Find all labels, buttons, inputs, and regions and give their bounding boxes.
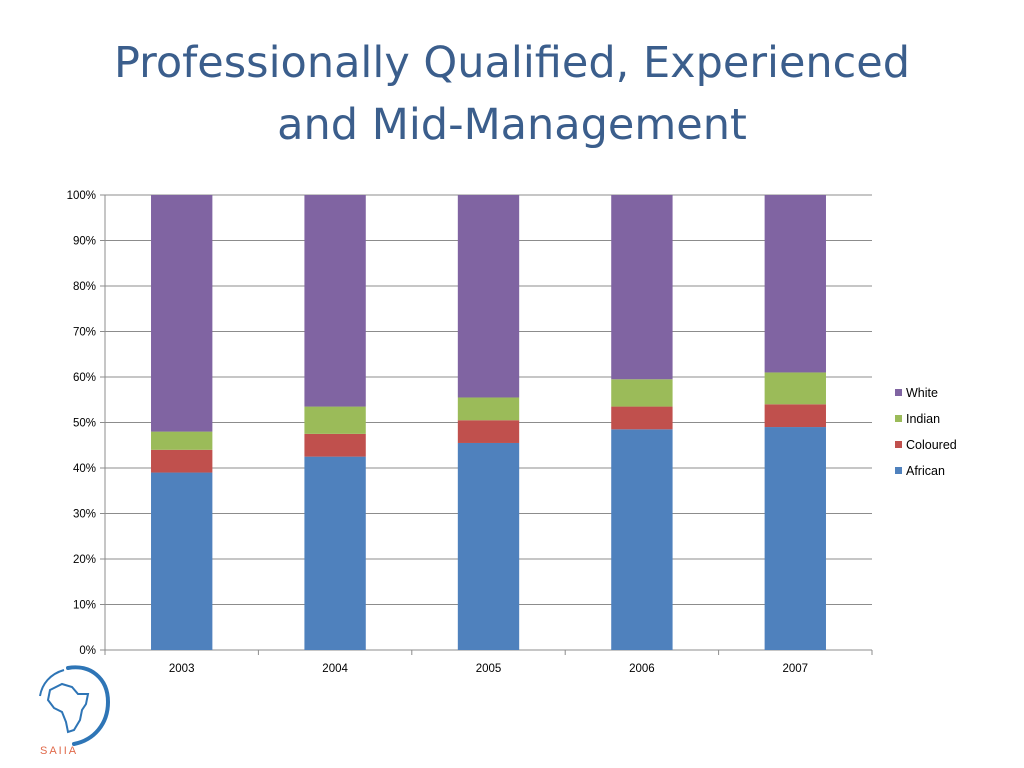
bar-segment-coloured-2006 — [611, 406, 673, 430]
bar-segment-white-2005 — [457, 195, 520, 398]
bar-segment-white-2006 — [611, 195, 673, 380]
bar-segment-indian-2006 — [611, 379, 673, 407]
legend-swatch-coloured — [895, 441, 902, 448]
page-title: Professionally Qualified, Experienced an… — [40, 32, 984, 156]
bar-segment-indian-2005 — [457, 397, 520, 421]
x-tick-label: 2004 — [322, 663, 348, 675]
bar-segment-african-2005 — [457, 442, 520, 650]
logo-text: SAIIA — [40, 745, 78, 757]
bar-segment-white-2007 — [764, 195, 826, 373]
y-tick-label: 0% — [79, 645, 96, 657]
legend-label-african: African — [906, 464, 945, 478]
bar-segment-coloured-2007 — [764, 404, 826, 428]
x-tick-label: 2007 — [783, 663, 809, 675]
y-tick-label: 90% — [73, 236, 96, 248]
y-tick-label: 30% — [73, 509, 96, 521]
x-tick-label: 2006 — [629, 663, 655, 675]
bar-segment-african-2007 — [764, 427, 826, 650]
legend-swatch-indian — [895, 415, 902, 422]
legend-label-indian: Indian — [906, 412, 940, 426]
bar-segment-white-2004 — [304, 195, 366, 407]
y-tick-label: 50% — [73, 418, 96, 430]
legend-label-white: White — [906, 386, 938, 400]
title-line-1: Professionally Qualified, Experienced — [113, 38, 911, 88]
saiia-logo: SAIIA — [39, 665, 111, 757]
title-line-2: and Mid-Management — [277, 100, 747, 150]
y-tick-label: 10% — [73, 600, 96, 612]
y-tick-label: 80% — [73, 281, 96, 293]
y-tick-label: 40% — [73, 463, 96, 475]
legend-swatch-african — [895, 467, 902, 474]
y-tick-label: 60% — [73, 372, 96, 384]
x-tick-label: 2005 — [476, 663, 502, 675]
bar-segment-coloured-2003 — [151, 449, 213, 473]
bar-segment-coloured-2005 — [457, 420, 520, 443]
bar-segment-white-2003 — [151, 195, 213, 432]
bar-segment-african-2006 — [611, 429, 673, 650]
y-tick-label: 100% — [67, 190, 96, 202]
legend-label-coloured: Coloured — [906, 438, 957, 452]
bar-segment-indian-2004 — [304, 406, 366, 434]
bar-segment-african-2003 — [151, 472, 213, 650]
bar-segment-indian-2003 — [151, 431, 213, 450]
bar-segment-coloured-2004 — [304, 433, 366, 457]
bar-segment-indian-2007 — [764, 372, 826, 405]
y-tick-label: 20% — [73, 554, 96, 566]
y-tick-label: 70% — [73, 327, 96, 339]
x-tick-label: 2003 — [169, 663, 195, 675]
legend-swatch-white — [895, 389, 902, 396]
bar-segment-african-2004 — [304, 456, 366, 650]
